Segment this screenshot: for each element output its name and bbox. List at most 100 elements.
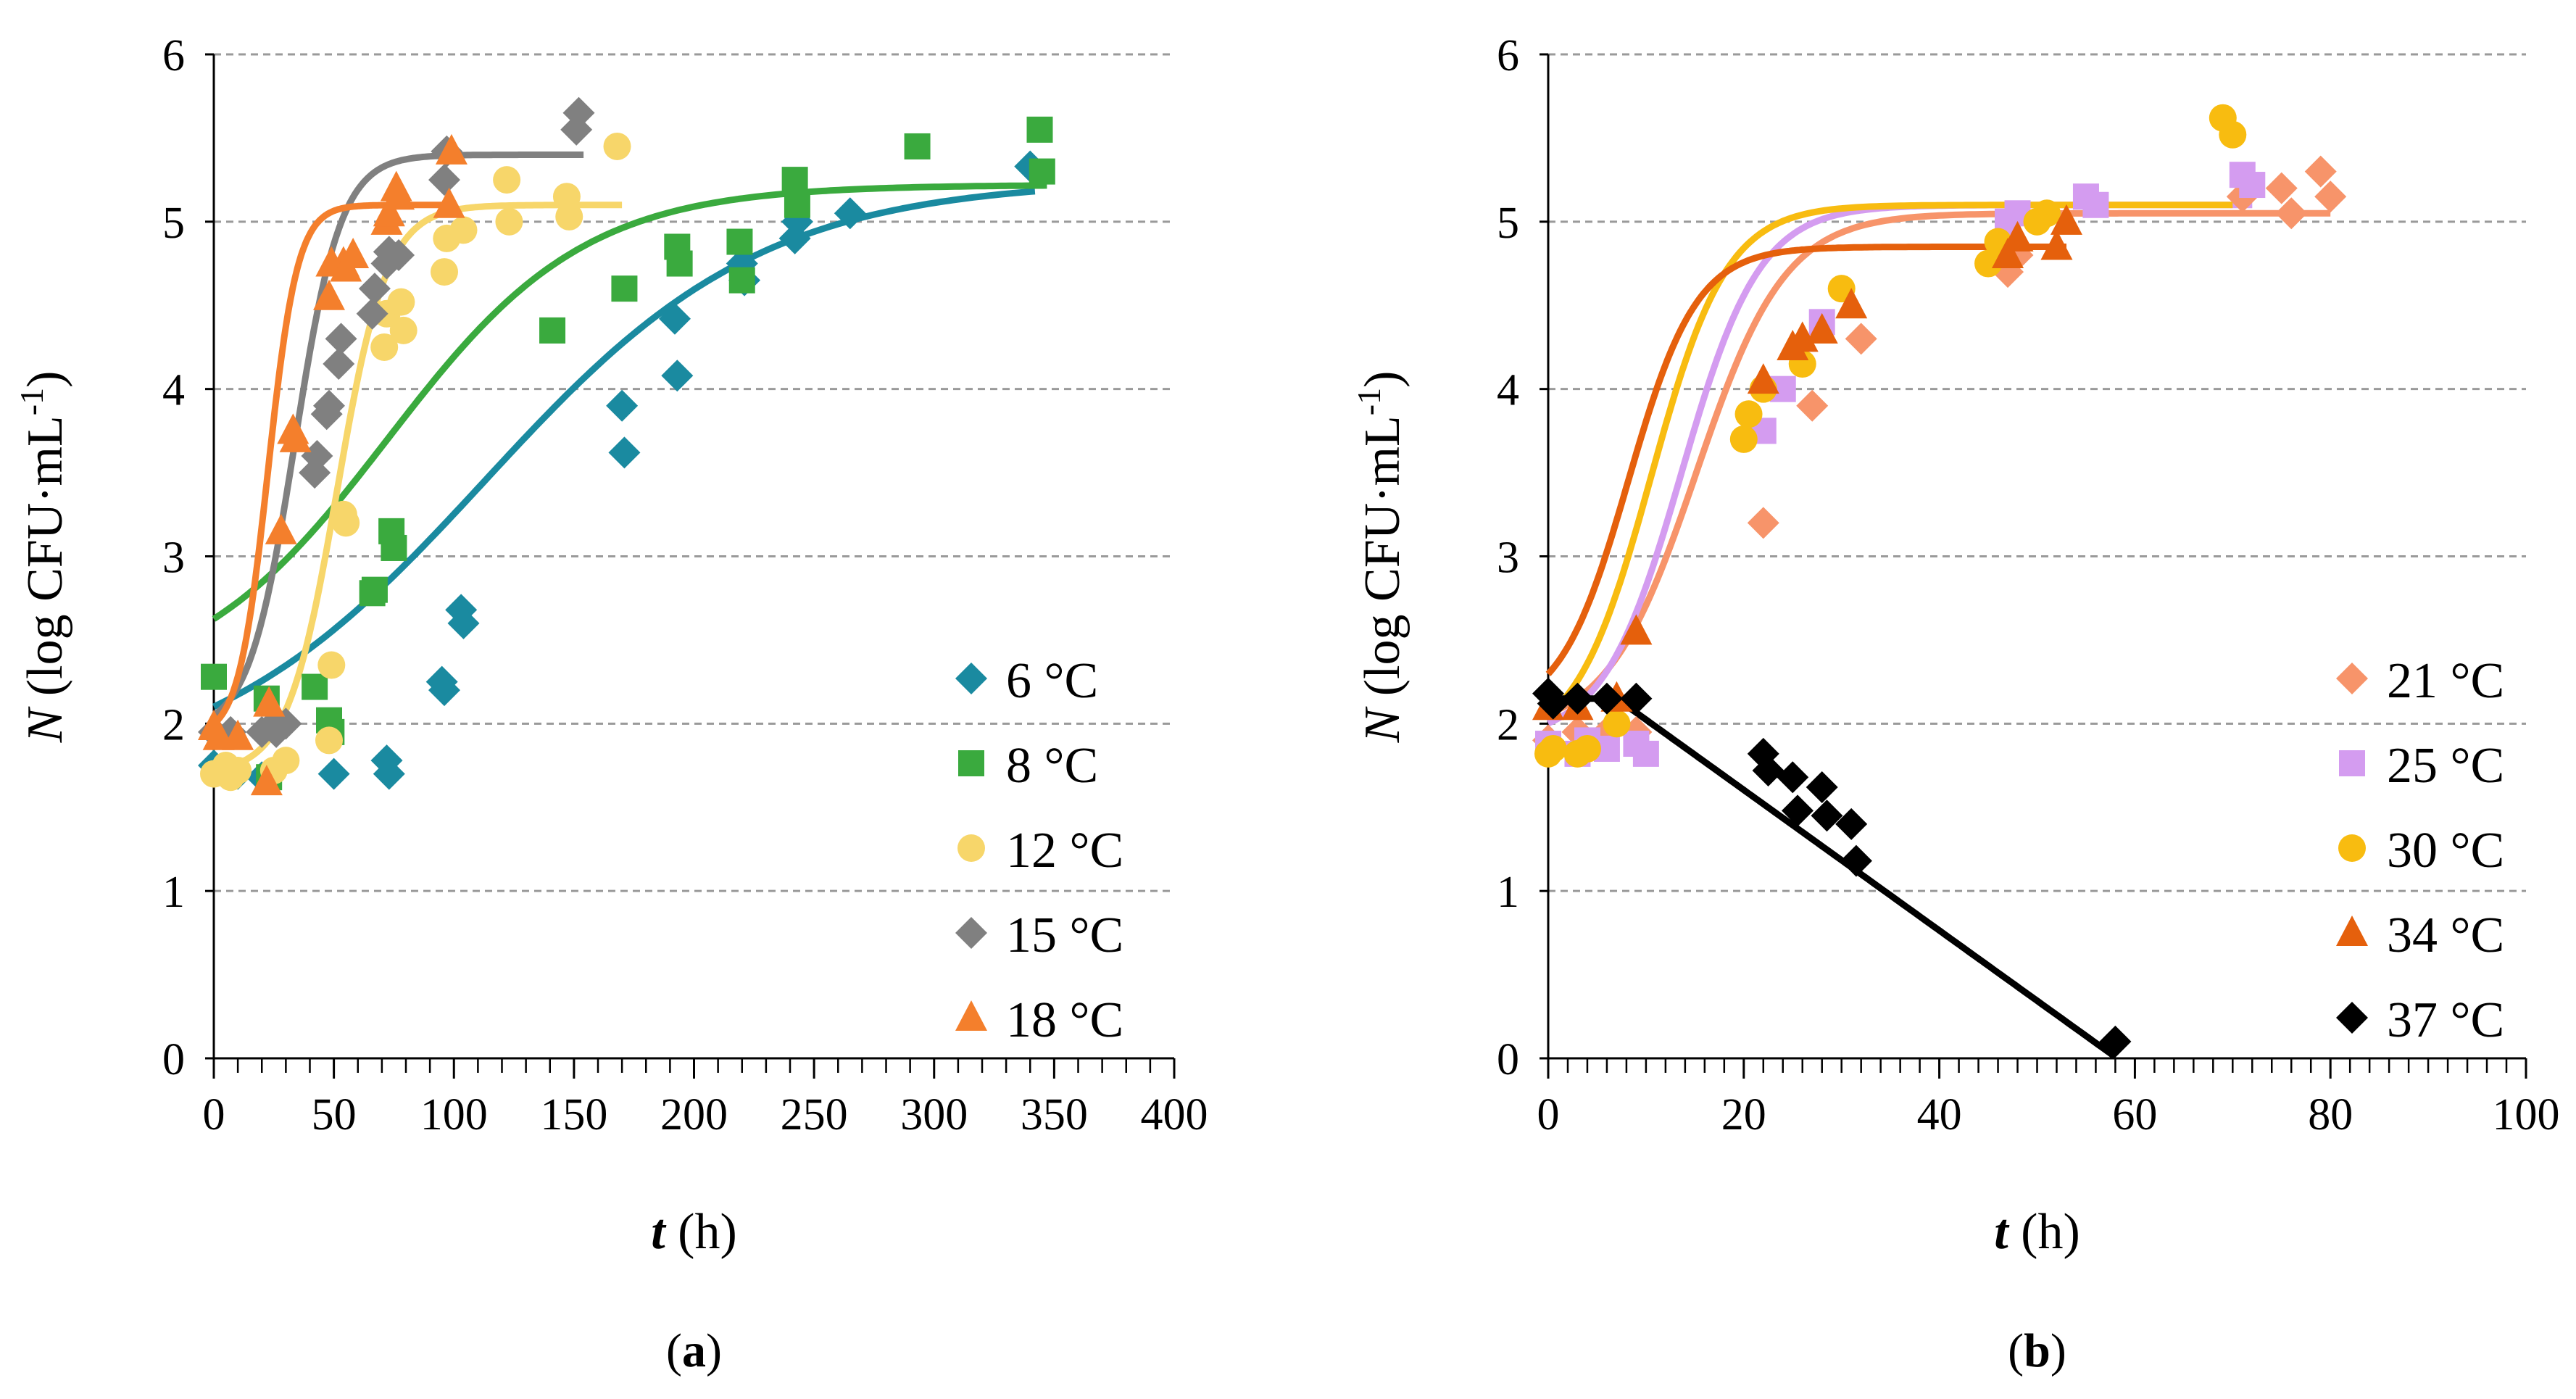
data-point xyxy=(1603,710,1631,738)
panel-label-open: ( xyxy=(2008,1324,2024,1377)
data-point xyxy=(356,297,389,330)
data-point xyxy=(1632,740,1659,767)
data-point xyxy=(1539,734,1567,763)
data-point xyxy=(1992,238,2024,268)
data-point xyxy=(1845,323,1877,355)
data-point xyxy=(1029,158,1055,185)
data-point xyxy=(2050,204,2082,235)
legend-marker xyxy=(955,1000,987,1031)
x-tick-label: 400 xyxy=(1141,1090,1208,1139)
x-tick-label: 350 xyxy=(1021,1090,1088,1139)
data-point xyxy=(317,757,350,790)
legend-label: 34 °C xyxy=(2387,908,2504,963)
x-tick-label: 20 xyxy=(1721,1090,1766,1139)
y-tick-label: 5 xyxy=(1497,199,1519,248)
x-tick-label: 60 xyxy=(2112,1090,2157,1139)
data-point xyxy=(370,333,399,361)
data-point xyxy=(265,513,297,544)
x-tick-label: 300 xyxy=(900,1090,968,1139)
data-point xyxy=(2001,220,2034,252)
data-point xyxy=(606,389,639,422)
y-tick-label: 6 xyxy=(162,31,185,80)
data-point xyxy=(428,164,460,196)
data-point xyxy=(1747,363,1779,394)
data-point xyxy=(611,275,638,302)
y-tick-label: 0 xyxy=(162,1035,185,1084)
x-axis-unit: (h) xyxy=(665,1204,737,1260)
data-point xyxy=(279,421,312,452)
y-axis-unit-end: ) xyxy=(17,371,73,388)
data-point xyxy=(608,436,641,469)
fit-curve-15C xyxy=(212,151,586,718)
data-point xyxy=(728,267,755,294)
data-point xyxy=(253,686,286,717)
data-point xyxy=(1620,614,1653,645)
data-point xyxy=(1561,682,1594,715)
data-point xyxy=(2082,191,2109,218)
fit-curve-18C xyxy=(212,202,459,727)
data-point xyxy=(224,756,252,784)
panel-label-close: ) xyxy=(706,1324,722,1377)
legend-label: 6 °C xyxy=(1006,653,1098,709)
data-point xyxy=(428,674,460,707)
data-point xyxy=(834,197,866,230)
data-point xyxy=(2099,1025,2132,1058)
x-axis-unit: (h) xyxy=(2008,1204,2080,1260)
data-point xyxy=(1573,734,1601,763)
x-tick-label: 100 xyxy=(420,1090,488,1139)
y-axis-unit: (log CFU·mL xyxy=(1355,415,1410,708)
data-point xyxy=(1734,400,1763,428)
data-point xyxy=(315,726,343,755)
data-point xyxy=(313,279,345,310)
legend-marker xyxy=(2339,750,2365,776)
data-point xyxy=(1590,682,1623,715)
data-point xyxy=(493,166,521,194)
legend-marker xyxy=(955,663,987,694)
panel-a: 0 1 2 3 4 5 6 0 50 100 150 200 250 300 350 400 6 °C 8 °C 1… xyxy=(13,31,1208,1377)
data-point xyxy=(1806,771,1838,804)
data-point xyxy=(373,757,405,790)
fit-curve-12C xyxy=(212,202,623,773)
panel-label-open: ( xyxy=(666,1324,682,1377)
legend-marker xyxy=(2338,834,2366,862)
fit-curve-34C xyxy=(1545,244,2067,676)
y-tick-label: 3 xyxy=(162,534,185,583)
data-point xyxy=(1777,761,1809,794)
legend-marker xyxy=(957,834,985,862)
y-axis-var: N xyxy=(17,706,73,743)
data-point xyxy=(1811,800,1843,832)
legend-marker xyxy=(2336,916,2368,946)
y-axis-title: N (log CFU·mL-1) xyxy=(13,371,73,744)
legend-label: 30 °C xyxy=(2387,823,2504,879)
y-axis-title: N (log CFU·mL-1) xyxy=(1350,371,1410,744)
data-point xyxy=(389,316,417,344)
y-tick-label: 1 xyxy=(162,868,185,917)
x-tick-label: 150 xyxy=(540,1090,607,1139)
data-point xyxy=(317,651,346,679)
y-tick-label: 5 xyxy=(162,199,185,248)
x-axis-title: t (h) xyxy=(651,1204,737,1260)
y-axis-unit-sup: -1 xyxy=(1350,388,1387,415)
data-point xyxy=(666,250,693,277)
data-point xyxy=(555,202,583,231)
data-point xyxy=(381,534,407,561)
data-point xyxy=(325,323,357,355)
data-point xyxy=(562,96,595,129)
legend-marker xyxy=(955,917,987,949)
data-point xyxy=(1835,288,1868,319)
data-point xyxy=(302,673,328,700)
data-point xyxy=(1786,321,1819,352)
legend-label: 18 °C xyxy=(1006,992,1123,1048)
fit-curve-8C xyxy=(212,182,1047,622)
data-point xyxy=(433,187,465,218)
data-point xyxy=(435,133,468,165)
data-point xyxy=(358,273,391,305)
data-point xyxy=(603,132,631,160)
data-point xyxy=(337,238,370,268)
data-point xyxy=(2304,155,2337,188)
x-tick-label: 0 xyxy=(1537,1090,1560,1139)
data-point xyxy=(495,207,523,236)
data-point xyxy=(2275,197,2308,230)
data-point xyxy=(373,196,405,227)
